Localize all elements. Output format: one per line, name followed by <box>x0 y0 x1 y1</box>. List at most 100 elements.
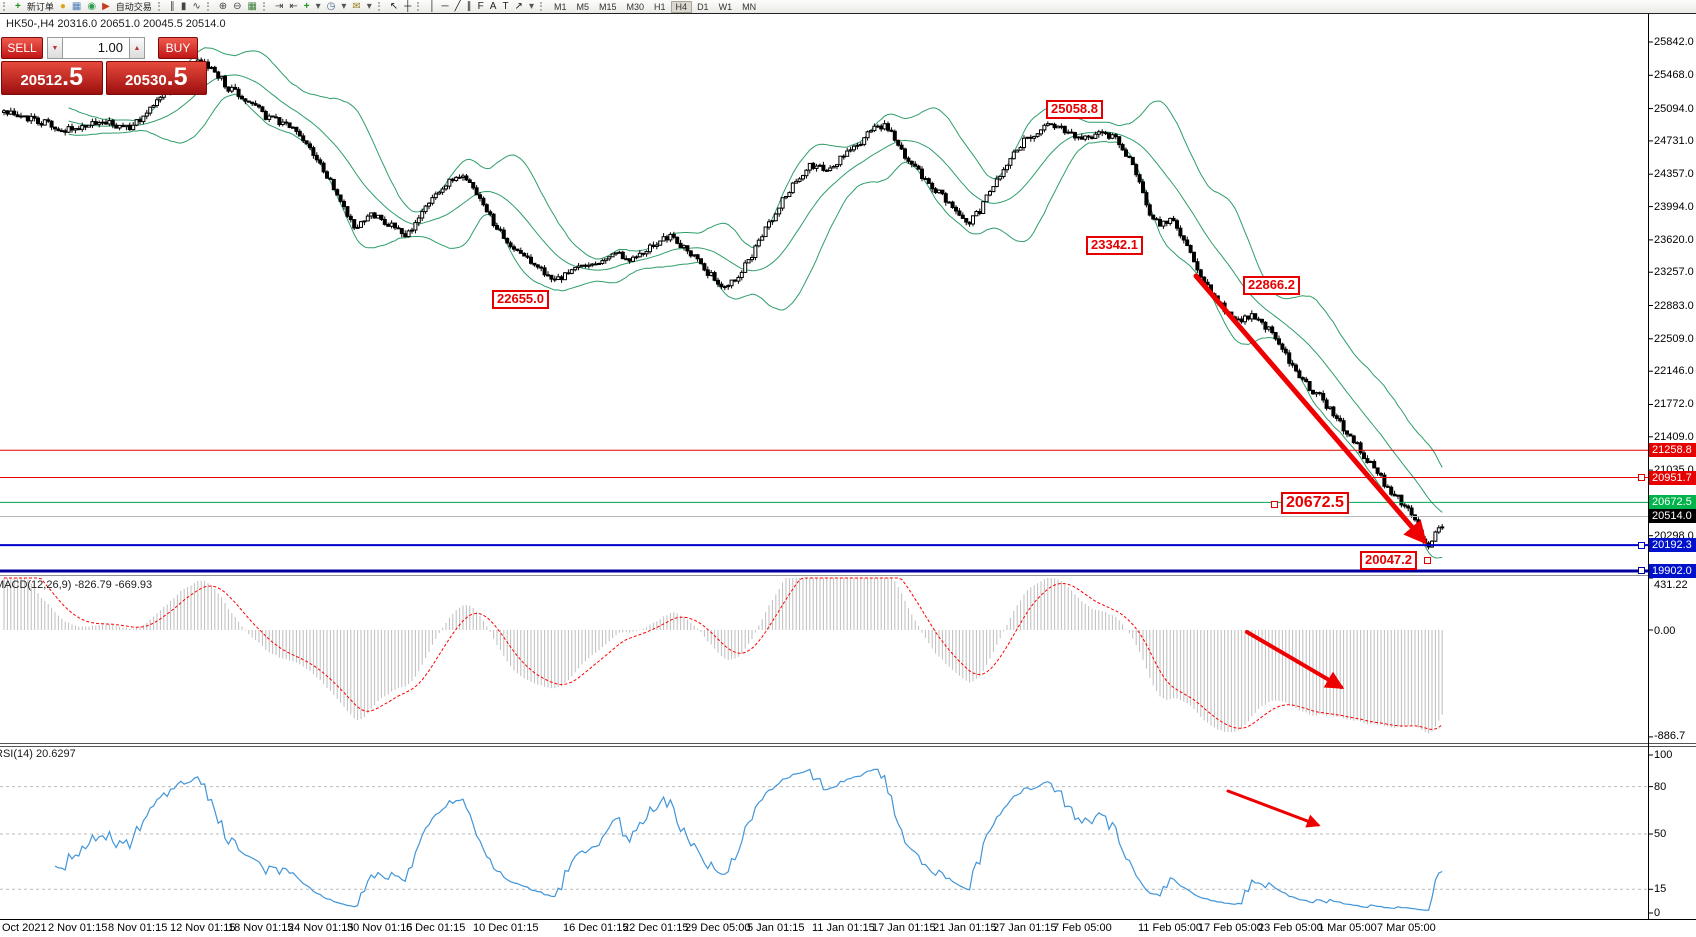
toolbar-grip <box>417 2 422 11</box>
channel-icon[interactable]: ∥ <box>466 0 472 12</box>
time-axis-label: 18 Nov 01:15 <box>228 922 294 934</box>
macd-tick-label: 0.00 <box>1654 625 1676 637</box>
price-annotation[interactable]: 20672.5 <box>1281 492 1349 515</box>
horizontal-levels[interactable] <box>0 449 1648 573</box>
template-dropdown-icon[interactable]: ▾ <box>366 0 372 12</box>
time-axis-label: 11 Jan 01:15 <box>812 922 875 934</box>
indicator-dropdown-icon[interactable]: ▾ <box>315 0 321 12</box>
price-tag: 20951.7 <box>1649 471 1696 485</box>
timeframe-m30[interactable]: M30 <box>626 1 645 12</box>
trend-arrows[interactable] <box>1193 273 1428 828</box>
timeframe-h1[interactable]: H1 <box>654 1 666 12</box>
label-icon[interactable]: T <box>502 0 509 12</box>
time-axis-label: 16 Dec 01:15 <box>563 922 629 934</box>
price-tick-label: 23620.0 <box>1654 234 1694 246</box>
rsi-tick-label: 15 <box>1654 883 1667 895</box>
text-icon[interactable]: A <box>489 0 497 12</box>
toolbar-grip <box>262 2 268 11</box>
timeframe-h4[interactable]: H4 <box>670 0 693 13</box>
tile-windows-icon[interactable]: ▦ <box>247 0 257 12</box>
auto-scroll-icon[interactable]: ⇥ <box>274 0 284 12</box>
buy-price[interactable]: 20530.5 <box>105 61 207 95</box>
cursor-icon[interactable]: ↖ <box>389 0 399 12</box>
signal-icon[interactable]: ◉ <box>87 0 97 12</box>
toolbar: + 新订单 ● ▦ ◉ ▶ 自动交易 ∥ ▮ ∿ ⊕ ⊖ ▦ ⇥ ⇤ + ▾ ◷ ▾ ✉ ▾ ↖ ┼ │ ─ ╱ ∥ F A T ↗ ▾ M1 M… <box>0 0 1696 14</box>
time-axis-label: 23 Feb 05:00 <box>1258 922 1323 934</box>
period-clock-icon[interactable]: ◷ <box>326 0 336 12</box>
time-axis-label: 21 Jan 01:15 <box>933 922 997 934</box>
coin-icon[interactable]: ● <box>59 0 66 12</box>
time-axis-label: 17 Jan 01:15 <box>872 922 936 934</box>
price-annotation[interactable]: 22655.0 <box>492 290 549 309</box>
add-indicator-icon[interactable]: + <box>303 0 310 12</box>
price-annotation[interactable]: 25058.8 <box>1046 100 1103 119</box>
sell-price[interactable]: 20512.5 <box>1 61 103 95</box>
autotrade-icon[interactable]: ▶ <box>102 0 110 12</box>
time-axis-label: 6 Dec 01:15 <box>406 922 466 934</box>
timeframe-m5[interactable]: M5 <box>576 1 589 12</box>
timeframe-mn[interactable]: MN <box>742 1 757 12</box>
time-axis-label: 11 Feb 05:00 <box>1138 922 1203 934</box>
market-watch-icon[interactable]: ▦ <box>71 0 82 12</box>
price-annotation[interactable]: 23342.1 <box>1086 236 1143 255</box>
template-icon[interactable]: ✉ <box>352 0 361 12</box>
candles-layer <box>2 57 1445 550</box>
vertical-line-icon[interactable]: │ <box>429 0 436 12</box>
volume-increase-button[interactable]: ▲ <box>129 37 145 59</box>
level-handle[interactable] <box>1638 567 1645 574</box>
time-axis-label: 7 Mar 05:00 <box>1377 922 1436 934</box>
line-chart-icon[interactable]: ∿ <box>192 0 201 12</box>
chart-shift-icon[interactable]: ⇤ <box>289 0 298 12</box>
macd-indicator-label: MACD(12,26,9) -826.79 -669.93 <box>0 579 153 591</box>
chart-title: HK50-,H4 20316.0 20651.0 20045.5 20514.0 <box>6 18 226 30</box>
zoom-out-icon[interactable]: ⊖ <box>233 0 242 12</box>
new-order-icon[interactable]: + <box>15 0 21 12</box>
timeframe-d1[interactable]: D1 <box>697 1 709 12</box>
fibonacci-icon[interactable]: F <box>477 0 484 12</box>
rsi-indicator-label: RSI(14) 20.6297 <box>0 748 76 760</box>
crosshair-icon[interactable]: ┼ <box>404 0 412 12</box>
buy-button[interactable]: BUY <box>158 37 198 59</box>
time-axis-label: 10 Dec 01:15 <box>473 922 539 934</box>
time-axis-label: 17 Feb 05:00 <box>1198 922 1263 934</box>
arrows-dropdown-icon[interactable]: ▾ <box>528 0 534 12</box>
time-axis-label: 22 Dec 01:15 <box>623 922 689 934</box>
timeframe-w1[interactable]: W1 <box>718 1 733 12</box>
timeframe-m15[interactable]: M15 <box>599 1 617 12</box>
time-axis-label: Oct 2021 <box>2 922 47 934</box>
one-click-trading-panel: SELL ▼ 1.00 ▲ BUY 20512.5 20530.5 <box>1 37 207 95</box>
price-annotation[interactable]: 22866.2 <box>1243 276 1300 295</box>
annotation-handle[interactable] <box>1424 557 1431 564</box>
time-axis-label: 8 Nov 01:15 <box>108 922 168 934</box>
annotation-handle[interactable] <box>1271 501 1278 508</box>
price-tag: 20192.3 <box>1649 538 1696 552</box>
zoom-in-icon[interactable]: ⊕ <box>218 0 228 12</box>
volume-decrease-button[interactable]: ▼ <box>47 37 63 59</box>
rsi-line <box>54 768 1443 911</box>
price-tick-label: 25468.0 <box>1654 69 1694 81</box>
period-dropdown-icon[interactable]: ▾ <box>341 0 347 12</box>
horizontal-line-icon[interactable]: ─ <box>441 0 449 12</box>
volume-input[interactable]: 1.00 <box>63 37 129 59</box>
price-tick-label: 22509.0 <box>1654 333 1694 345</box>
price-annotation[interactable]: 20047.2 <box>1360 551 1417 570</box>
level-handle[interactable] <box>1638 474 1645 481</box>
sell-button[interactable]: SELL <box>1 37 43 59</box>
trendline-icon[interactable]: ╱ <box>454 0 461 12</box>
rsi-tick-label: 80 <box>1654 781 1667 793</box>
time-axis-label: 12 Nov 01:15 <box>170 922 236 934</box>
candlestick-icon[interactable]: ▮ <box>180 0 187 12</box>
time-axis-label: 5 Jan 01:15 <box>747 922 805 934</box>
level-handle[interactable] <box>1638 542 1645 549</box>
arrows-icon[interactable]: ↗ <box>514 0 523 12</box>
toolbar-grip <box>3 2 8 11</box>
price-tag: 20672.5 <box>1649 495 1696 509</box>
toolbar-grip <box>377 2 383 11</box>
time-axis-label: 30 Nov 01:15 <box>347 922 413 934</box>
macd-histogram <box>3 578 1443 734</box>
rsi-tick-label: 100 <box>1654 749 1673 761</box>
bar-chart-icon[interactable]: ∥ <box>169 0 175 12</box>
timeframe-m1[interactable]: M1 <box>553 1 567 12</box>
